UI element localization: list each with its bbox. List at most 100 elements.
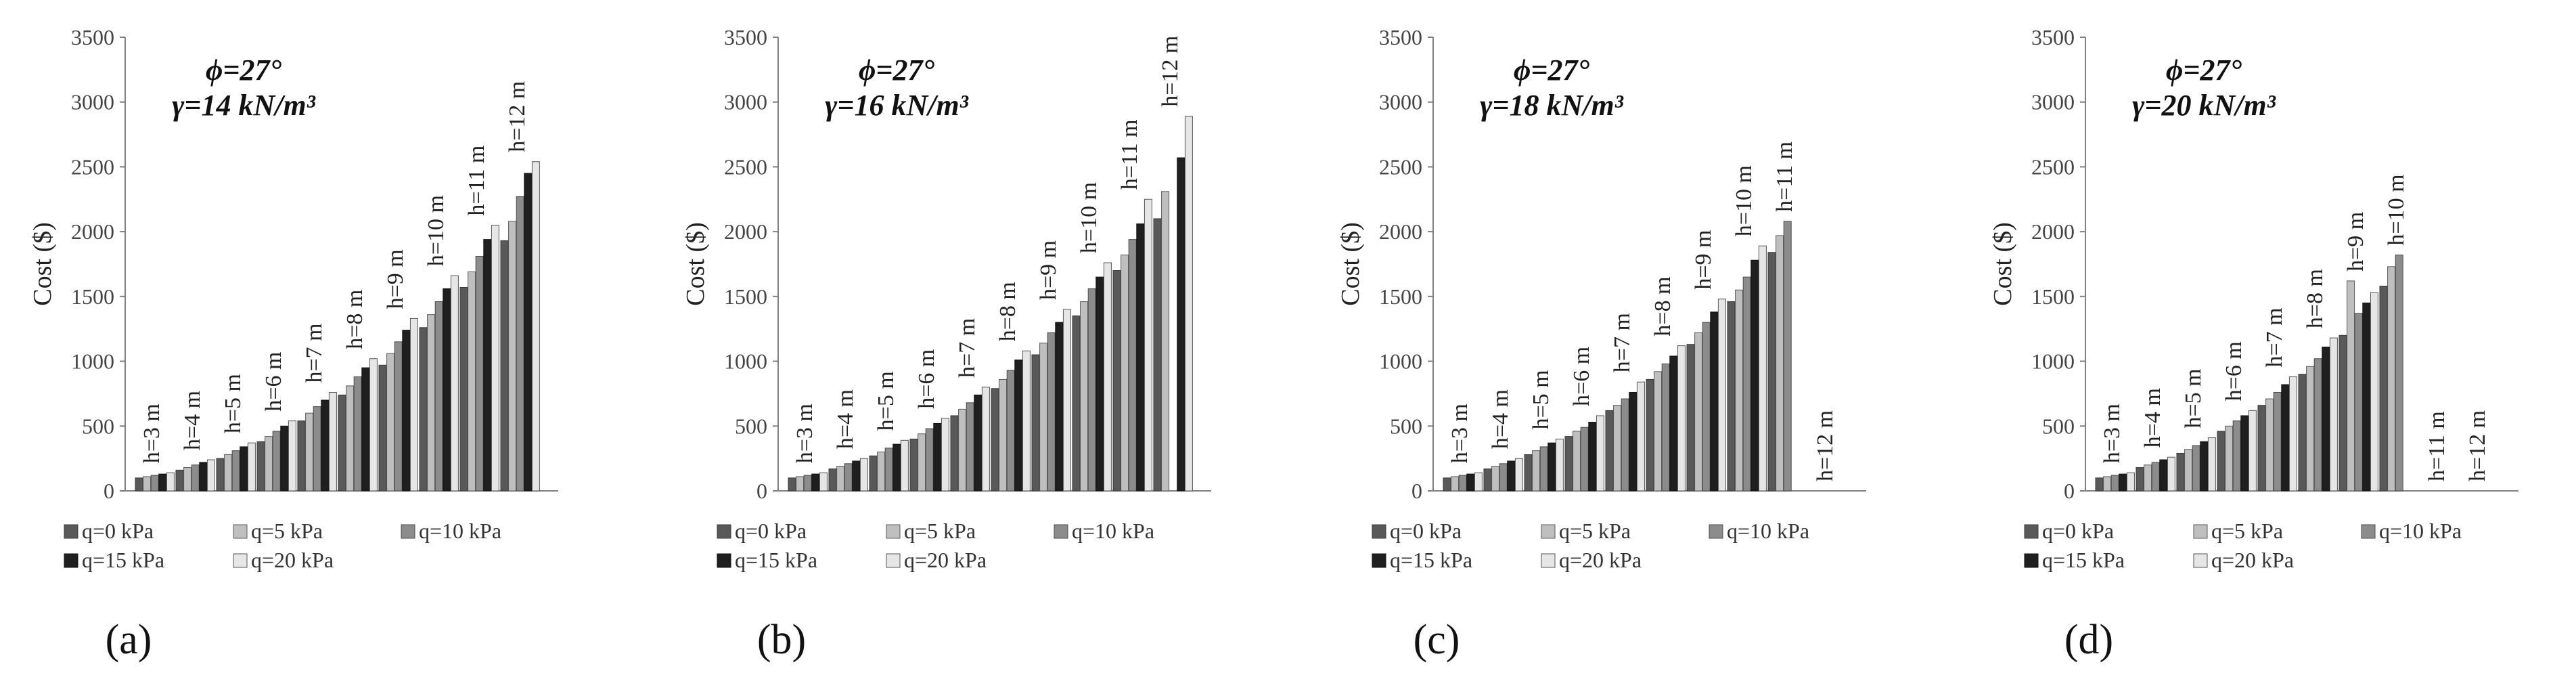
bar-q-10-kpa-h-8-m: [2313, 358, 2322, 492]
y-tick-label: 1500: [2031, 284, 2075, 309]
category-label: h=7 m: [1610, 313, 1635, 372]
bar-q-20-kpa-h-4-m: [859, 458, 868, 492]
bar-q-5-kpa-h-11-m: [468, 271, 476, 492]
bar-q-5-kpa-h-9-m: [1694, 332, 1703, 492]
y-axis-title: Cost ($): [1336, 222, 1365, 306]
category-label: h=9 m: [383, 249, 408, 309]
y-tick-label: 1000: [2031, 349, 2075, 374]
bar-q-10-kpa-h-7-m: [313, 406, 321, 492]
bar-q-10-kpa-h-6-m: [1580, 427, 1589, 492]
category-label: h=11 m: [464, 146, 489, 216]
legend-label: q=5 kPa: [2211, 519, 2283, 543]
phi-annotation: ϕ=27°: [206, 53, 282, 87]
bar-q-20-kpa-h-7-m: [2288, 376, 2297, 492]
bar-q-0-kpa-h-12-m: [1153, 218, 1162, 492]
bar-q-0-kpa-h-10-m: [1727, 301, 1736, 492]
y-tick-label: 0: [1411, 479, 1422, 503]
bar-q-20-kpa-h-6-m: [941, 418, 949, 492]
category-label: h=12 m: [1158, 36, 1183, 107]
legend-swatch: [717, 524, 731, 539]
bar-q-5-kpa-h-8-m: [999, 378, 1008, 492]
legend-label: q=15 kPa: [735, 548, 817, 572]
bar-q-20-kpa-h-9-m: [2370, 292, 2378, 492]
bar-q-5-kpa-h-6-m: [918, 433, 926, 492]
bar-q-10-kpa-h-3-m: [803, 475, 812, 492]
y-tick-label: 2000: [71, 219, 114, 244]
bar-q-0-kpa-h-12-m: [500, 240, 509, 492]
bar-q-15-kpa-h-5-m: [2200, 441, 2209, 492]
bar-q-5-kpa-h-11-m: [1776, 235, 1784, 492]
bar-q-0-kpa-h-7-m: [950, 415, 959, 492]
bar-q-20-kpa-h-9-m: [1062, 309, 1071, 492]
bar-q-15-kpa-h-12-m: [1177, 157, 1185, 492]
bar-q-20-kpa-h-9-m: [1717, 299, 1726, 492]
y-tick-label: 0: [104, 479, 114, 503]
legend-swatch: [2024, 524, 2039, 539]
legend-label: q=10 kPa: [419, 519, 501, 543]
bar-q-15-kpa-h-9-m: [402, 330, 411, 492]
y-tick-label: 2500: [1379, 154, 1422, 179]
category-label: h=12 m: [2465, 410, 2490, 481]
bar-q-5-kpa-h-6-m: [2225, 425, 2234, 492]
bar-q-15-kpa-h-7-m: [1629, 392, 1637, 492]
y-tick-label: 1500: [71, 284, 114, 309]
bar-q-15-kpa-h-4-m: [199, 462, 208, 492]
bar-q-15-kpa-h-11-m: [1136, 223, 1145, 492]
legend-swatch: [401, 524, 415, 539]
y-tick-label: 1500: [724, 284, 767, 309]
bar-q-15-kpa-h-6-m: [933, 422, 942, 492]
y-tick-label: 3500: [2031, 25, 2075, 49]
bar-q-0-kpa-h-6-m: [1564, 436, 1573, 492]
bar-q-5-kpa-h-12-m: [1161, 191, 1170, 492]
bar-q-20-kpa-h-11-m: [1144, 198, 1152, 492]
bar-q-10-kpa-h-8-m: [1661, 363, 1670, 492]
bar-q-10-kpa-h-7-m: [1621, 398, 1629, 492]
gamma-annotation: γ=14 kN/m³: [172, 89, 316, 122]
bar-q-10-kpa-h-6-m: [925, 428, 934, 492]
bar-q-0-kpa-h-9-m: [1031, 354, 1040, 492]
legend-label: q=10 kPa: [1072, 519, 1154, 543]
y-tick-label: 3500: [1379, 25, 1422, 49]
bar-q-10-kpa-h-11-m: [475, 256, 484, 492]
legend-label: q=20 kPa: [904, 548, 987, 572]
bar-q-15-kpa-h-12-m: [524, 173, 533, 492]
y-tick-label: 1000: [71, 349, 114, 374]
y-tick-label: 500: [2042, 414, 2075, 438]
bar-q-20-kpa-h-5-m: [900, 439, 909, 492]
bar-q-0-kpa-h-3-m: [135, 477, 143, 492]
bar-q-20-kpa-h-10-m: [1758, 245, 1767, 492]
legend-swatch: [717, 553, 731, 568]
bar-q-15-kpa-h-3-m: [2119, 473, 2127, 492]
legend-label: q=15 kPa: [82, 548, 164, 572]
legend-label: q=0 kPa: [82, 519, 154, 543]
category-label: h=6 m: [914, 349, 939, 409]
bar-q-0-kpa-h-5-m: [1524, 454, 1533, 492]
bar-q-0-kpa-h-5-m: [869, 455, 878, 492]
bar-q-20-kpa-h-3-m: [819, 472, 828, 492]
legend-swatch: [1054, 524, 1068, 539]
y-tick-label: 1000: [1379, 349, 1422, 374]
bar-q-5-kpa-h-7-m: [1613, 405, 1622, 492]
y-tick-label: 2500: [724, 154, 767, 179]
bar-q-15-kpa-h-6-m: [280, 425, 289, 492]
legend-swatch: [886, 524, 901, 539]
category-label: h=12 m: [505, 81, 530, 152]
bar-q-20-kpa-h-8-m: [2329, 337, 2338, 492]
bar-q-20-kpa-h-10-m: [450, 275, 459, 492]
legend-swatch: [2361, 524, 2376, 539]
bar-q-0-kpa-h-9-m: [2338, 334, 2347, 492]
bar-q-15-kpa-h-6-m: [2240, 415, 2249, 492]
bar-q-20-kpa-h-6-m: [288, 420, 296, 492]
bar-q-5-kpa-h-9-m: [1039, 343, 1048, 492]
y-tick-label: 1000: [724, 349, 767, 374]
bar-q-20-kpa-h-7-m: [1636, 381, 1645, 492]
bar-q-0-kpa-h-3-m: [2095, 477, 2104, 492]
legend-swatch: [886, 553, 901, 568]
category-label: h=4 m: [180, 391, 205, 450]
y-tick-label: 2500: [71, 154, 114, 179]
y-tick-label: 2500: [2031, 154, 2075, 179]
bar-q-20-kpa-h-5-m: [1555, 438, 1564, 492]
bar-q-10-kpa-h-3-m: [150, 475, 159, 492]
bar-q-0-kpa-h-9-m: [378, 364, 387, 492]
